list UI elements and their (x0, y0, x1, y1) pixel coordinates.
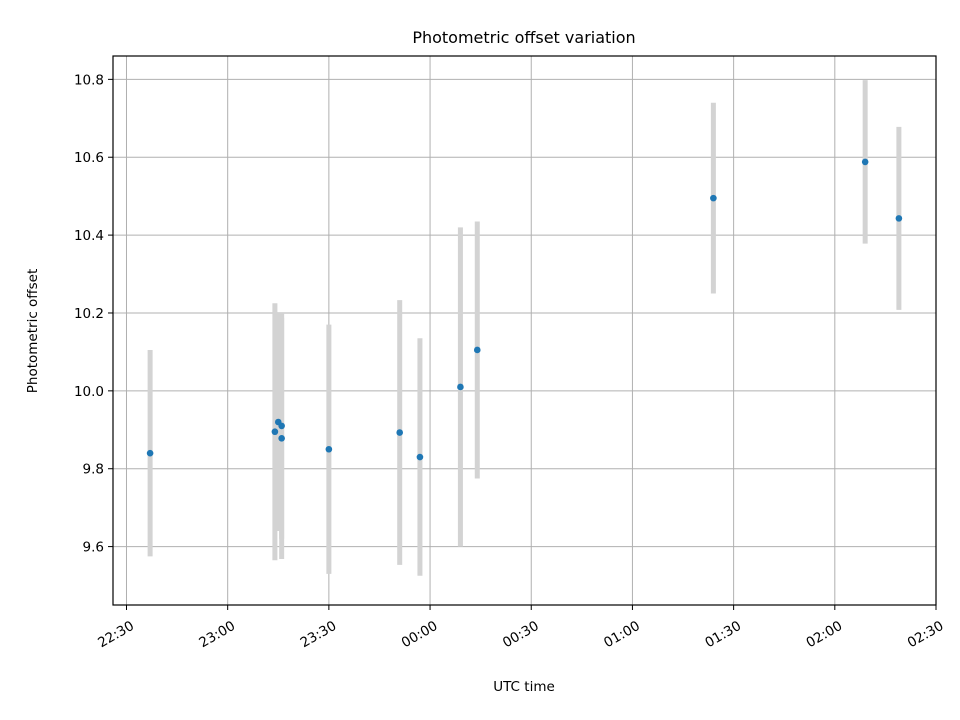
data-point (473, 346, 481, 354)
y-axis-label: Photometric offset (25, 269, 41, 393)
y-tick-label: 9.8 (83, 462, 104, 478)
x-tick-label: 00:30 (500, 618, 542, 651)
x-tick-label: 22:30 (95, 618, 137, 651)
x-axis-label: UTC time (493, 679, 555, 695)
data-point (278, 435, 285, 442)
data-point (146, 449, 154, 457)
data-point (710, 194, 717, 202)
data-points (146, 158, 903, 461)
y-tick-label: 10.8 (74, 72, 104, 88)
data-point (416, 453, 424, 461)
x-tick-label: 01:00 (601, 618, 643, 651)
y-axis: 9.6 9.8 10.0 10.2 10.4 10.6 10.8 (74, 72, 113, 556)
x-tick-label: 00:00 (399, 618, 441, 651)
error-bars (147, 80, 902, 576)
chart-title: Photometric offset variation (412, 28, 635, 47)
x-axis: 22:30 23:00 23:30 00:00 00:30 01:00 01:30 02:00… (95, 605, 946, 651)
y-tick-label: 10.4 (74, 228, 104, 244)
data-point (278, 422, 285, 430)
data-point (861, 158, 869, 166)
y-tick-label: 10.6 (74, 150, 104, 166)
y-tick-label: 10.2 (74, 306, 104, 322)
x-tick-label: 02:00 (804, 618, 846, 651)
y-tick-label: 10.0 (74, 384, 104, 400)
x-tick-label: 02:30 (905, 618, 947, 651)
y-tick-label: 9.6 (83, 540, 104, 556)
data-point (457, 383, 464, 391)
data-point (325, 445, 333, 453)
x-tick-label: 23:00 (196, 618, 238, 651)
data-point (396, 429, 404, 436)
data-point (271, 428, 279, 436)
plot-frame (112, 55, 937, 606)
data-point (895, 215, 903, 222)
grid-lines (113, 56, 937, 605)
x-tick-label: 01:30 (702, 618, 744, 651)
x-tick-label: 23:30 (298, 618, 340, 651)
